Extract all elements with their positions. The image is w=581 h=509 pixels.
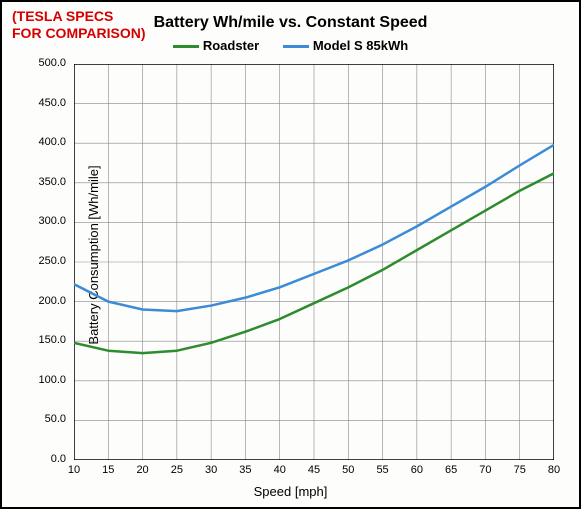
- legend-label-roadster: Roadster: [203, 38, 259, 53]
- x-tick: 70: [477, 464, 493, 476]
- legend-label-models: Model S 85kWh: [313, 38, 408, 53]
- legend-swatch-roadster: [173, 45, 199, 48]
- x-tick: 10: [66, 464, 82, 476]
- y-tick: 350.0: [38, 176, 66, 188]
- y-tick: 50.0: [45, 413, 66, 425]
- legend-swatch-models: [283, 45, 309, 48]
- y-tick: 450.0: [38, 97, 66, 109]
- x-tick: 50: [340, 464, 356, 476]
- x-axis-label: Speed [mph]: [2, 484, 579, 499]
- chart-legend: Roadster Model S 85kWh: [2, 38, 579, 53]
- x-tick: 20: [135, 464, 151, 476]
- chart-frame: (TESLA SPECS FOR COMPARISON) Battery Wh/…: [0, 0, 581, 509]
- x-tick: 30: [203, 464, 219, 476]
- y-tick: 0.0: [51, 453, 66, 465]
- chart-title: Battery Wh/mile vs. Constant Speed: [2, 14, 579, 32]
- y-tick: 150.0: [38, 334, 66, 346]
- x-tick: 80: [546, 464, 562, 476]
- y-tick: 100.0: [38, 374, 66, 386]
- legend-item-models: Model S 85kWh: [283, 38, 408, 53]
- chart-plot-area: [74, 64, 554, 460]
- x-tick: 60: [409, 464, 425, 476]
- x-tick: 35: [237, 464, 253, 476]
- x-tick: 15: [100, 464, 116, 476]
- x-tick: 25: [169, 464, 185, 476]
- x-tick: 45: [306, 464, 322, 476]
- x-tick: 55: [375, 464, 391, 476]
- y-tick: 400.0: [38, 136, 66, 148]
- y-tick: 250.0: [38, 255, 66, 267]
- y-tick: 300.0: [38, 215, 66, 227]
- legend-item-roadster: Roadster: [173, 38, 263, 53]
- x-tick: 75: [512, 464, 528, 476]
- y-tick: 500.0: [38, 57, 66, 69]
- x-tick: 40: [272, 464, 288, 476]
- x-tick: 65: [443, 464, 459, 476]
- y-tick: 200.0: [38, 295, 66, 307]
